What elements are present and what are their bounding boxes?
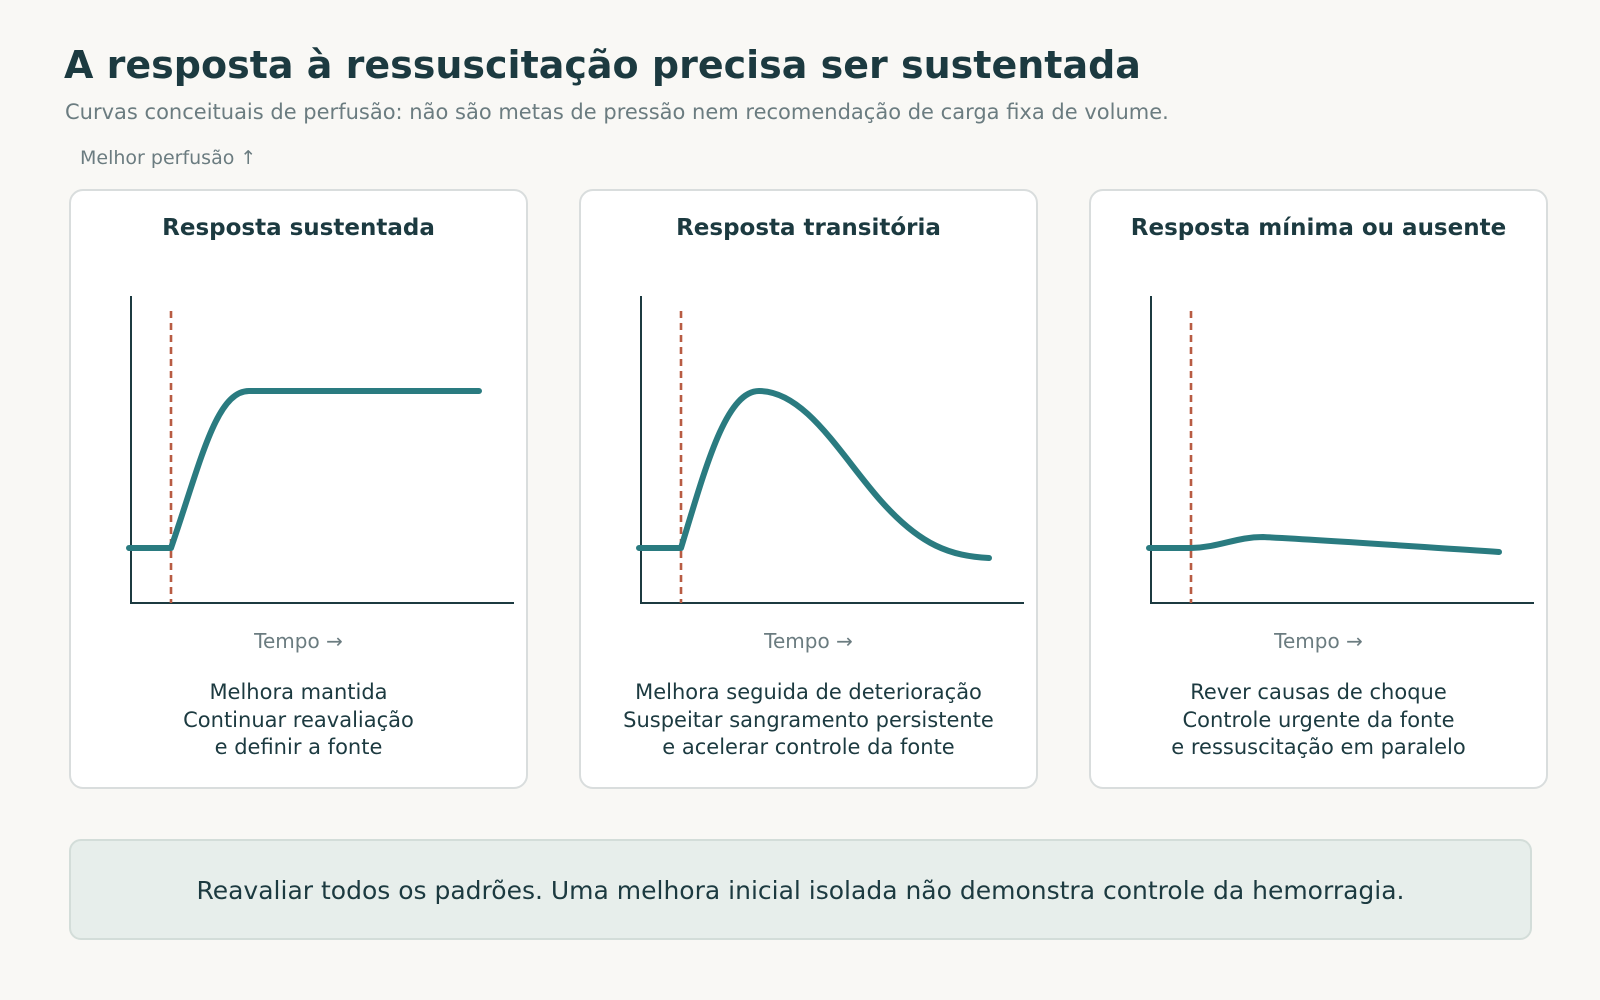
panel-description: Rever causas de choque Controle urgente … (1091, 679, 1546, 762)
page-subtitle: Curvas conceituais de perfusão: não são … (65, 100, 1169, 124)
x-axis-label: Tempo → (254, 629, 343, 653)
description-line: e ressuscitação em paralelo (1171, 735, 1466, 759)
footer-callout: Reavaliar todos os padrões. Uma melhora … (69, 839, 1532, 940)
response-curve-chart (636, 296, 1024, 604)
response-curve-chart (126, 296, 514, 604)
page-title: A resposta à ressuscitação precisa ser s… (64, 43, 1141, 87)
x-axis-label: Tempo → (1274, 629, 1363, 653)
panel-transient-response: Resposta transitória Tempo → Melhora seg… (579, 189, 1038, 789)
panel-title: Resposta mínima ou ausente (1130, 215, 1507, 241)
panel-description: Melhora mantida Continuar reavaliação e … (71, 679, 526, 762)
description-line: Suspeitar sangramento persistente (623, 707, 994, 732)
description-line: Controle urgente da fonte (1182, 707, 1455, 732)
panel-description: Melhora seguida de deterioração Suspeita… (581, 679, 1036, 762)
description-line: Rever causas de choque (1190, 680, 1447, 704)
footer-text: Reavaliar todos os padrões. Uma melhora … (196, 876, 1405, 905)
description-line: e acelerar controle da fonte (662, 735, 955, 759)
x-axis-label: Tempo → (764, 629, 853, 653)
description-line: e definir a fonte (214, 735, 383, 759)
panel-sustained-response: Resposta sustentada Tempo → Melhora mant… (69, 189, 528, 789)
response-curve-chart (1146, 296, 1534, 604)
description-line: Continuar reavaliação (183, 707, 414, 732)
y-axis-hint: Melhor perfusão ↑ (80, 147, 257, 169)
panel-title: Resposta sustentada (162, 215, 435, 241)
panel-title: Resposta transitória (676, 215, 941, 241)
description-line: Melhora seguida de deterioração (635, 680, 982, 704)
sustained-curve (126, 388, 482, 551)
transient-curve (636, 388, 992, 561)
minimal-curve (1146, 534, 1502, 555)
description-line: Melhora mantida (209, 680, 388, 704)
panel-minimal-response: Resposta mínima ou ausente Tempo → Rever… (1089, 189, 1548, 789)
